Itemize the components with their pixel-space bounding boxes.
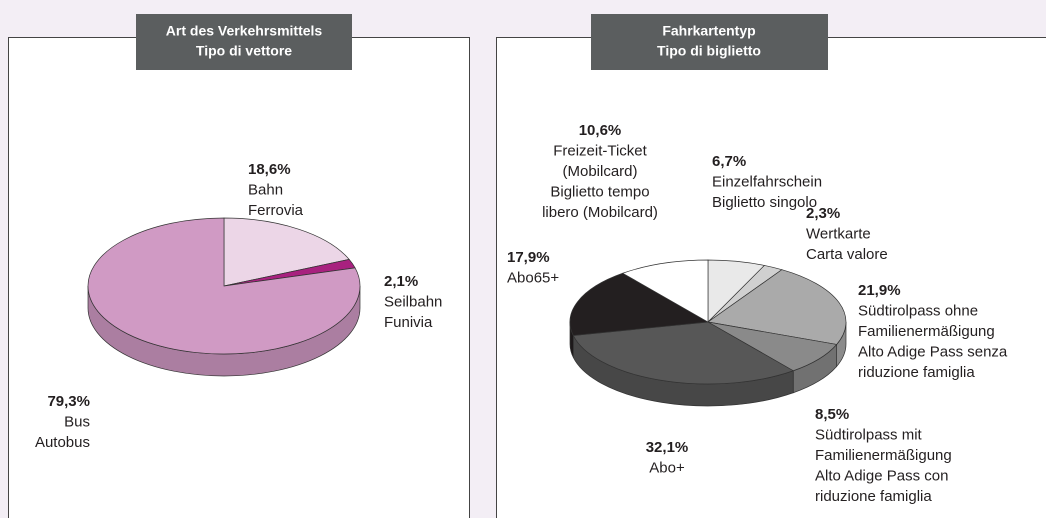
category-label: Freizeit-Ticket bbox=[553, 142, 647, 159]
value-label: 2,1% bbox=[384, 273, 418, 290]
value-label: 79,3% bbox=[47, 393, 90, 410]
category-label: Abo+ bbox=[649, 459, 685, 476]
chart-title: Art des Verkehrsmittels bbox=[166, 23, 323, 39]
category-label: Südtirolpass mit bbox=[815, 426, 923, 443]
value-label: 21,9% bbox=[858, 282, 901, 299]
category-label: libero (Mobilcard) bbox=[542, 204, 658, 221]
category-label: (Mobilcard) bbox=[562, 163, 637, 180]
slice bbox=[707, 269, 847, 345]
value-label: 32,1% bbox=[646, 439, 689, 456]
title-box bbox=[136, 14, 352, 70]
category-label: Seilbahn bbox=[384, 293, 442, 310]
category-label: Ferrovia bbox=[248, 202, 304, 219]
category-label: Abo65+ bbox=[507, 269, 559, 286]
category-label: Alto Adige Pass con bbox=[815, 467, 948, 484]
value-label: 8,5% bbox=[815, 406, 849, 423]
category-label: Biglietto tempo bbox=[550, 183, 649, 200]
category-label: Funivia bbox=[384, 314, 433, 331]
value-label: 2,3% bbox=[806, 205, 840, 222]
category-label: Carta valore bbox=[806, 246, 888, 263]
slice bbox=[223, 217, 350, 287]
category-label: Wertkarte bbox=[806, 225, 871, 242]
slice bbox=[569, 272, 710, 336]
category-label: Südtirolpass ohne bbox=[858, 302, 978, 319]
category-label: Familienermäßigung bbox=[858, 323, 995, 340]
category-label: Biglietto singolo bbox=[712, 194, 817, 211]
slice bbox=[87, 217, 361, 355]
value-label: 10,6% bbox=[579, 122, 622, 139]
chart-subtitle: Tipo di biglietto bbox=[657, 43, 761, 59]
title-box bbox=[591, 14, 828, 70]
category-label: Bahn bbox=[248, 181, 283, 198]
value-label: 6,7% bbox=[712, 153, 746, 170]
slice bbox=[572, 321, 795, 385]
value-label: 18,6% bbox=[248, 161, 291, 178]
category-label: Autobus bbox=[35, 434, 90, 451]
category-label: riduzione famiglia bbox=[815, 488, 932, 505]
category-label: Einzelfahrschein bbox=[712, 173, 822, 190]
category-label: Bus bbox=[64, 413, 90, 430]
chart-subtitle: Tipo di vettore bbox=[196, 43, 292, 59]
value-label: 17,9% bbox=[507, 249, 550, 266]
category-label: riduzione famiglia bbox=[858, 364, 975, 381]
slice bbox=[621, 259, 709, 323]
category-label: Familienermäßigung bbox=[815, 447, 952, 464]
category-label: Alto Adige Pass senza bbox=[858, 343, 1008, 360]
chart-title: Fahrkartentyp bbox=[662, 23, 755, 39]
